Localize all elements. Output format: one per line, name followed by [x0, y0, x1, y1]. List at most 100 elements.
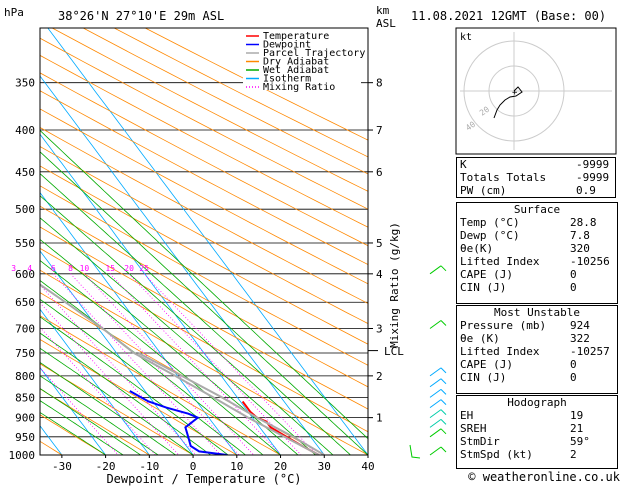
wind-barb-flag [440, 399, 447, 405]
hodograph-stats-section: Hodograph EH 19 SREH 21 StmDir 59° StmSpd (… [456, 395, 618, 469]
mu-key: CAPE (J) [460, 358, 513, 371]
wind-barb-staff [429, 320, 442, 329]
mixing-ratio-label: 8 [68, 264, 73, 273]
x-tick-label: -10 [139, 460, 159, 473]
dry-adiabat-line [40, 226, 368, 410]
mu-value: -10257 [570, 345, 610, 358]
dry-adiabat-line [40, 108, 368, 285]
wind-barb-flag [440, 446, 447, 453]
wet-adiabat-line [40, 280, 264, 455]
wind-barb-staff [429, 446, 442, 456]
pressure-tick-label: 800 [15, 370, 35, 383]
mixing-ratio-line [109, 273, 282, 455]
wind-barb-staff [429, 409, 442, 419]
x-tick-label: 10 [230, 460, 243, 473]
wind-barb-flag [440, 367, 447, 374]
wind-barb-flag [440, 428, 447, 435]
hodo-row: EH 19 [457, 409, 617, 422]
location-label: 38°26'N 27°10'E 29m ASL [58, 9, 224, 23]
hodograph: kt 20 40 + [455, 27, 617, 155]
mixing-ratio-label: 4 [27, 264, 32, 273]
x-tick-label: 40 [361, 460, 374, 473]
surface-value: 28.8 [570, 216, 597, 229]
surface-row: CIN (J) 0 [457, 281, 617, 294]
surface-key: Temp (°C) [460, 216, 520, 229]
credit-label: © weatheronline.co.uk [468, 470, 620, 484]
hodo-row: StmDir 59° [457, 435, 617, 448]
surface-row: Lifted Index -10256 [457, 255, 617, 268]
index-row-totals: Totals Totals -9999 [457, 171, 616, 184]
surface-row: Temp (°C) 28.8 [457, 216, 617, 229]
mu-value: 322 [570, 332, 590, 345]
legend-label: Dry Adiabat [263, 57, 329, 68]
hodo-key: StmSpd (kt) [460, 448, 533, 461]
mixing-ratio-line [70, 273, 240, 455]
wet-adiabat-line [40, 259, 281, 455]
wet-adiabat-line [40, 375, 159, 455]
index-row-k: K -9999 [457, 158, 616, 171]
hodo-value: 2 [570, 448, 577, 461]
hodo-key: SREH [460, 422, 487, 435]
legend-background [243, 30, 361, 90]
dry-adiabat-line [40, 247, 368, 433]
km-tick-label: 2 [376, 370, 383, 383]
wind-barb-flag [440, 389, 447, 395]
pressure-tick-label: 400 [15, 124, 35, 137]
wet-adiabat-line [40, 400, 124, 455]
most-unstable-section: Most Unstable Pressure (mb) 924 θe (K) 322… [456, 305, 618, 394]
km-tick-label: 6 [376, 166, 383, 179]
wet-adiabat-line [40, 129, 368, 440]
hodo-value: 59° [570, 435, 590, 448]
x-tick-label: -30 [52, 460, 72, 473]
mu-value: 924 [570, 319, 590, 332]
dry-adiabat-line [40, 37, 368, 210]
mixing-ratio-line [53, 273, 221, 455]
hodograph-unit-label: kt [460, 32, 472, 43]
pressure-tick-label: 650 [15, 296, 35, 309]
hodo-key: StmDir [460, 435, 500, 448]
pressure-tick-label: 1000 [9, 449, 36, 462]
wet-adiabat-line [40, 347, 194, 455]
wet-adiabat-line [40, 217, 316, 455]
plot-frame [39, 27, 369, 456]
wind-barb-flag [440, 320, 447, 326]
hodograph-storm-marker: + [512, 88, 518, 98]
indices-table: K -9999 Totals Totals -9999 PW (cm) 0.9 [456, 157, 616, 198]
dry-adiabat-line [40, 205, 368, 388]
index-row-pw: PW (cm) 0.9 [457, 184, 616, 198]
mu-key: Pressure (mb) [460, 319, 547, 332]
mu-value: 0 [570, 371, 577, 384]
dry-adiabat-line [40, 90, 368, 266]
wet-adiabat-line [40, 332, 211, 455]
wind-barb-staff [429, 378, 442, 388]
surface-value: 0 [570, 268, 577, 281]
dry-adiabat-line [40, 127, 368, 304]
series-parcel-trajectory [40, 283, 320, 455]
wind-barb-staff [429, 367, 442, 377]
km-tick-label: 5 [376, 237, 383, 250]
wind-barb-staff [429, 399, 442, 409]
km-tick-label: 7 [376, 124, 383, 137]
hodograph-trace [493, 86, 523, 119]
wind-barb-flag [440, 418, 447, 425]
mu-value: 0 [570, 358, 577, 371]
wind-barb-staff [429, 418, 442, 428]
mixing-ratio-label: 3 [11, 264, 16, 273]
x-axis-label: Dewpoint / Temperature (°C) [106, 472, 301, 486]
surface-value: 7.8 [570, 229, 590, 242]
dry-adiabat-line [40, 72, 368, 247]
pressure-tick-label: 450 [15, 166, 35, 179]
mixing-ratio-line [143, 273, 318, 455]
mixing-ratio-label: 15 [105, 264, 115, 273]
wind-barb-flag [440, 378, 447, 385]
wind-barb-staff [429, 265, 442, 275]
mu-key: CIN (J) [460, 371, 507, 384]
wet-adiabat-line [40, 362, 176, 455]
wet-adiabat-line [40, 151, 368, 455]
series-dewpoint [129, 390, 228, 455]
mu-key: Lifted Index [460, 345, 540, 358]
dry-adiabat-line [83, 28, 368, 175]
most-unstable-title: Most Unstable [493, 306, 581, 319]
surface-value: 320 [570, 242, 590, 255]
surface-value: 0 [570, 281, 577, 294]
